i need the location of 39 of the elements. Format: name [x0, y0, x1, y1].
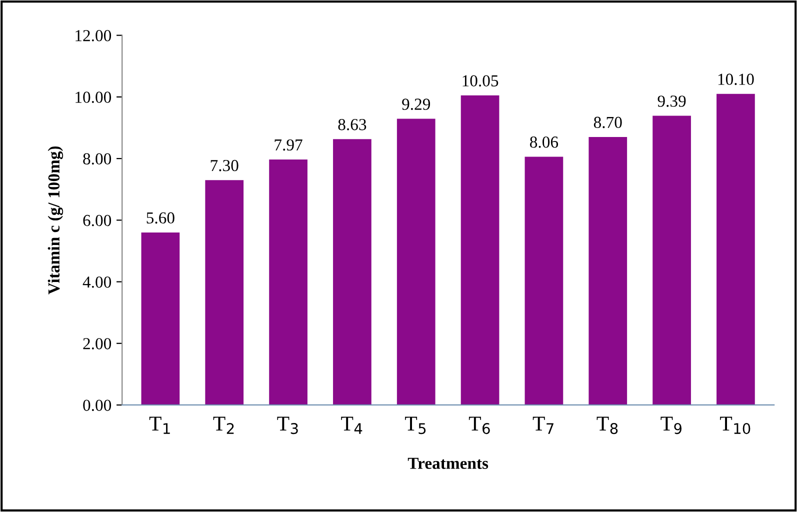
- y-tick-label: 2.00: [83, 338, 112, 350]
- x-tick-label: T$_{4}$: [341, 416, 362, 434]
- y-tick-label: 0.00: [83, 400, 112, 412]
- x-tick-label: T$_{2}$: [213, 416, 234, 434]
- data-label: 10.10: [718, 74, 754, 85]
- x-tick-label: T$_{7}$: [532, 416, 554, 434]
- x-tick-label: T$_{9}$: [660, 416, 682, 434]
- data-label: 8.63: [338, 118, 366, 130]
- data-label: 10.05: [462, 75, 498, 87]
- y-tick-label: 4.00: [82, 276, 112, 288]
- bar: [524, 156, 564, 405]
- y-axis-title: Vitamin c (g/ 100mg): [48, 146, 64, 294]
- x-tick-label: T$_{8}$: [596, 416, 618, 434]
- bar: [269, 159, 308, 405]
- data-label: 9.39: [658, 96, 686, 107]
- data-label: 7.97: [274, 139, 302, 151]
- y-tick-label: 8.00: [83, 153, 112, 165]
- bar: [652, 116, 691, 405]
- y-tick-label: 6.00: [83, 214, 112, 226]
- y-tick-label: 12.00: [76, 30, 112, 42]
- bar: [396, 118, 436, 405]
- bar: [205, 180, 244, 405]
- bar: [716, 94, 755, 405]
- x-tick-label: T$_{1}$: [149, 416, 170, 434]
- data-label: 8.70: [594, 116, 622, 128]
- x-tick-label: T$_{6}$: [468, 416, 490, 434]
- bar: [333, 139, 372, 405]
- data-label: 7.30: [210, 160, 238, 172]
- x-tick-label: T$_{3}$: [277, 416, 298, 434]
- bar: [588, 136, 628, 405]
- data-label: 8.06: [530, 136, 558, 148]
- bar: [141, 232, 180, 405]
- data-label: 9.29: [402, 98, 430, 110]
- bar: [460, 95, 500, 405]
- x-axis-title: Treatments: [408, 458, 488, 469]
- x-tick-label: T$_{10}$: [720, 416, 750, 434]
- data-label: 5.60: [146, 212, 174, 224]
- y-tick-label: 10.00: [76, 92, 112, 103]
- x-tick-label: T$_{5}$: [405, 416, 426, 434]
